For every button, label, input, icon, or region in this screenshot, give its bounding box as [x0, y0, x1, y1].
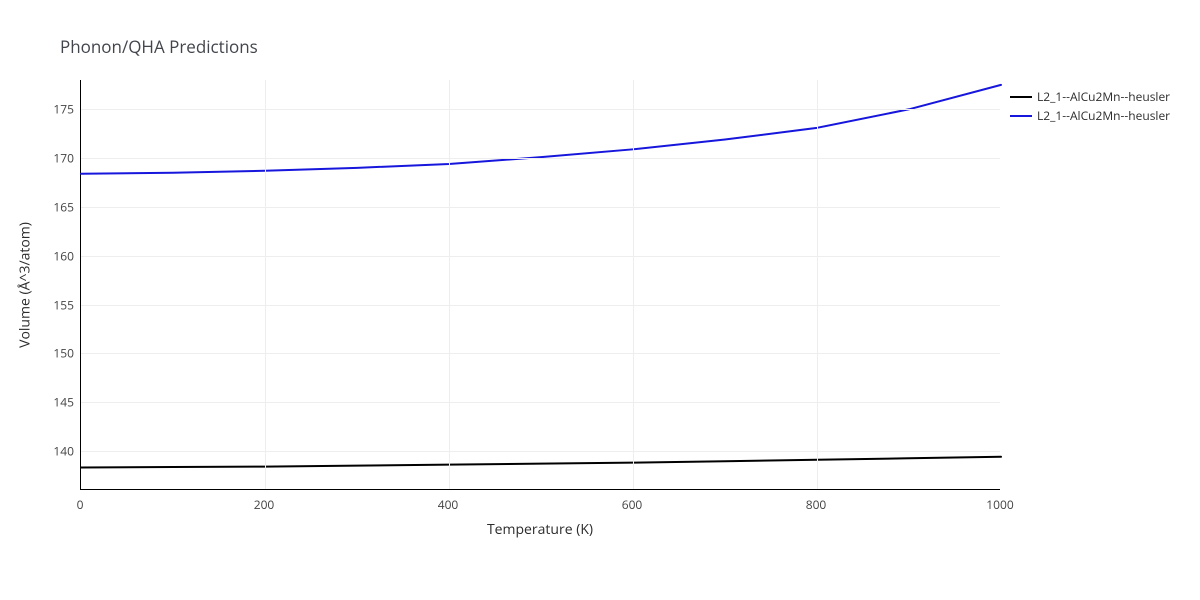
gridline-h — [81, 353, 1000, 354]
x-tick-label: 400 — [438, 496, 459, 513]
gridline-h — [81, 305, 1000, 306]
gridline-v — [817, 80, 818, 489]
legend-swatch — [1010, 115, 1032, 117]
y-tick-label: 165 — [40, 198, 74, 215]
y-tick-label: 155 — [40, 296, 74, 313]
series-line[interactable] — [81, 457, 1001, 468]
legend[interactable]: L2_1--AlCu2Mn--heusler L2_1--AlCu2Mn--heu… — [1010, 88, 1170, 126]
x-tick-label: 200 — [254, 496, 275, 513]
x-tick-label: 800 — [806, 496, 827, 513]
x-axis-label: Temperature (K) — [487, 520, 593, 539]
y-tick-label: 160 — [40, 247, 74, 264]
gridline-v — [633, 80, 634, 489]
legend-label: L2_1--AlCu2Mn--heusler — [1037, 88, 1170, 105]
gridline-v — [449, 80, 450, 489]
gridline-h — [81, 158, 1000, 159]
legend-label: L2_1--AlCu2Mn--heusler — [1037, 107, 1170, 124]
gridline-h — [81, 109, 1000, 110]
phonon-qha-chart: Phonon/QHA Predictions Temperature (K) V… — [0, 0, 1200, 600]
x-tick-label: 1000 — [986, 496, 1013, 513]
series-line[interactable] — [81, 85, 1001, 174]
y-tick-label: 150 — [40, 345, 74, 362]
plot-area[interactable] — [80, 80, 1000, 490]
gridline-h — [81, 402, 1000, 403]
gridline-h — [81, 451, 1000, 452]
x-tick-label: 0 — [77, 496, 84, 513]
series-layer — [81, 80, 1001, 490]
chart-title: Phonon/QHA Predictions — [60, 35, 258, 58]
gridline-v — [265, 80, 266, 489]
legend-swatch — [1010, 96, 1032, 98]
y-tick-label: 175 — [40, 101, 74, 118]
y-tick-label: 170 — [40, 150, 74, 167]
y-tick-label: 140 — [40, 442, 74, 459]
gridline-h — [81, 207, 1000, 208]
y-tick-label: 145 — [40, 394, 74, 411]
legend-item[interactable]: L2_1--AlCu2Mn--heusler — [1010, 107, 1170, 124]
x-tick-label: 600 — [622, 496, 643, 513]
y-axis-label: Volume (Å^3/atom) — [16, 222, 35, 348]
legend-item[interactable]: L2_1--AlCu2Mn--heusler — [1010, 88, 1170, 105]
gridline-h — [81, 256, 1000, 257]
